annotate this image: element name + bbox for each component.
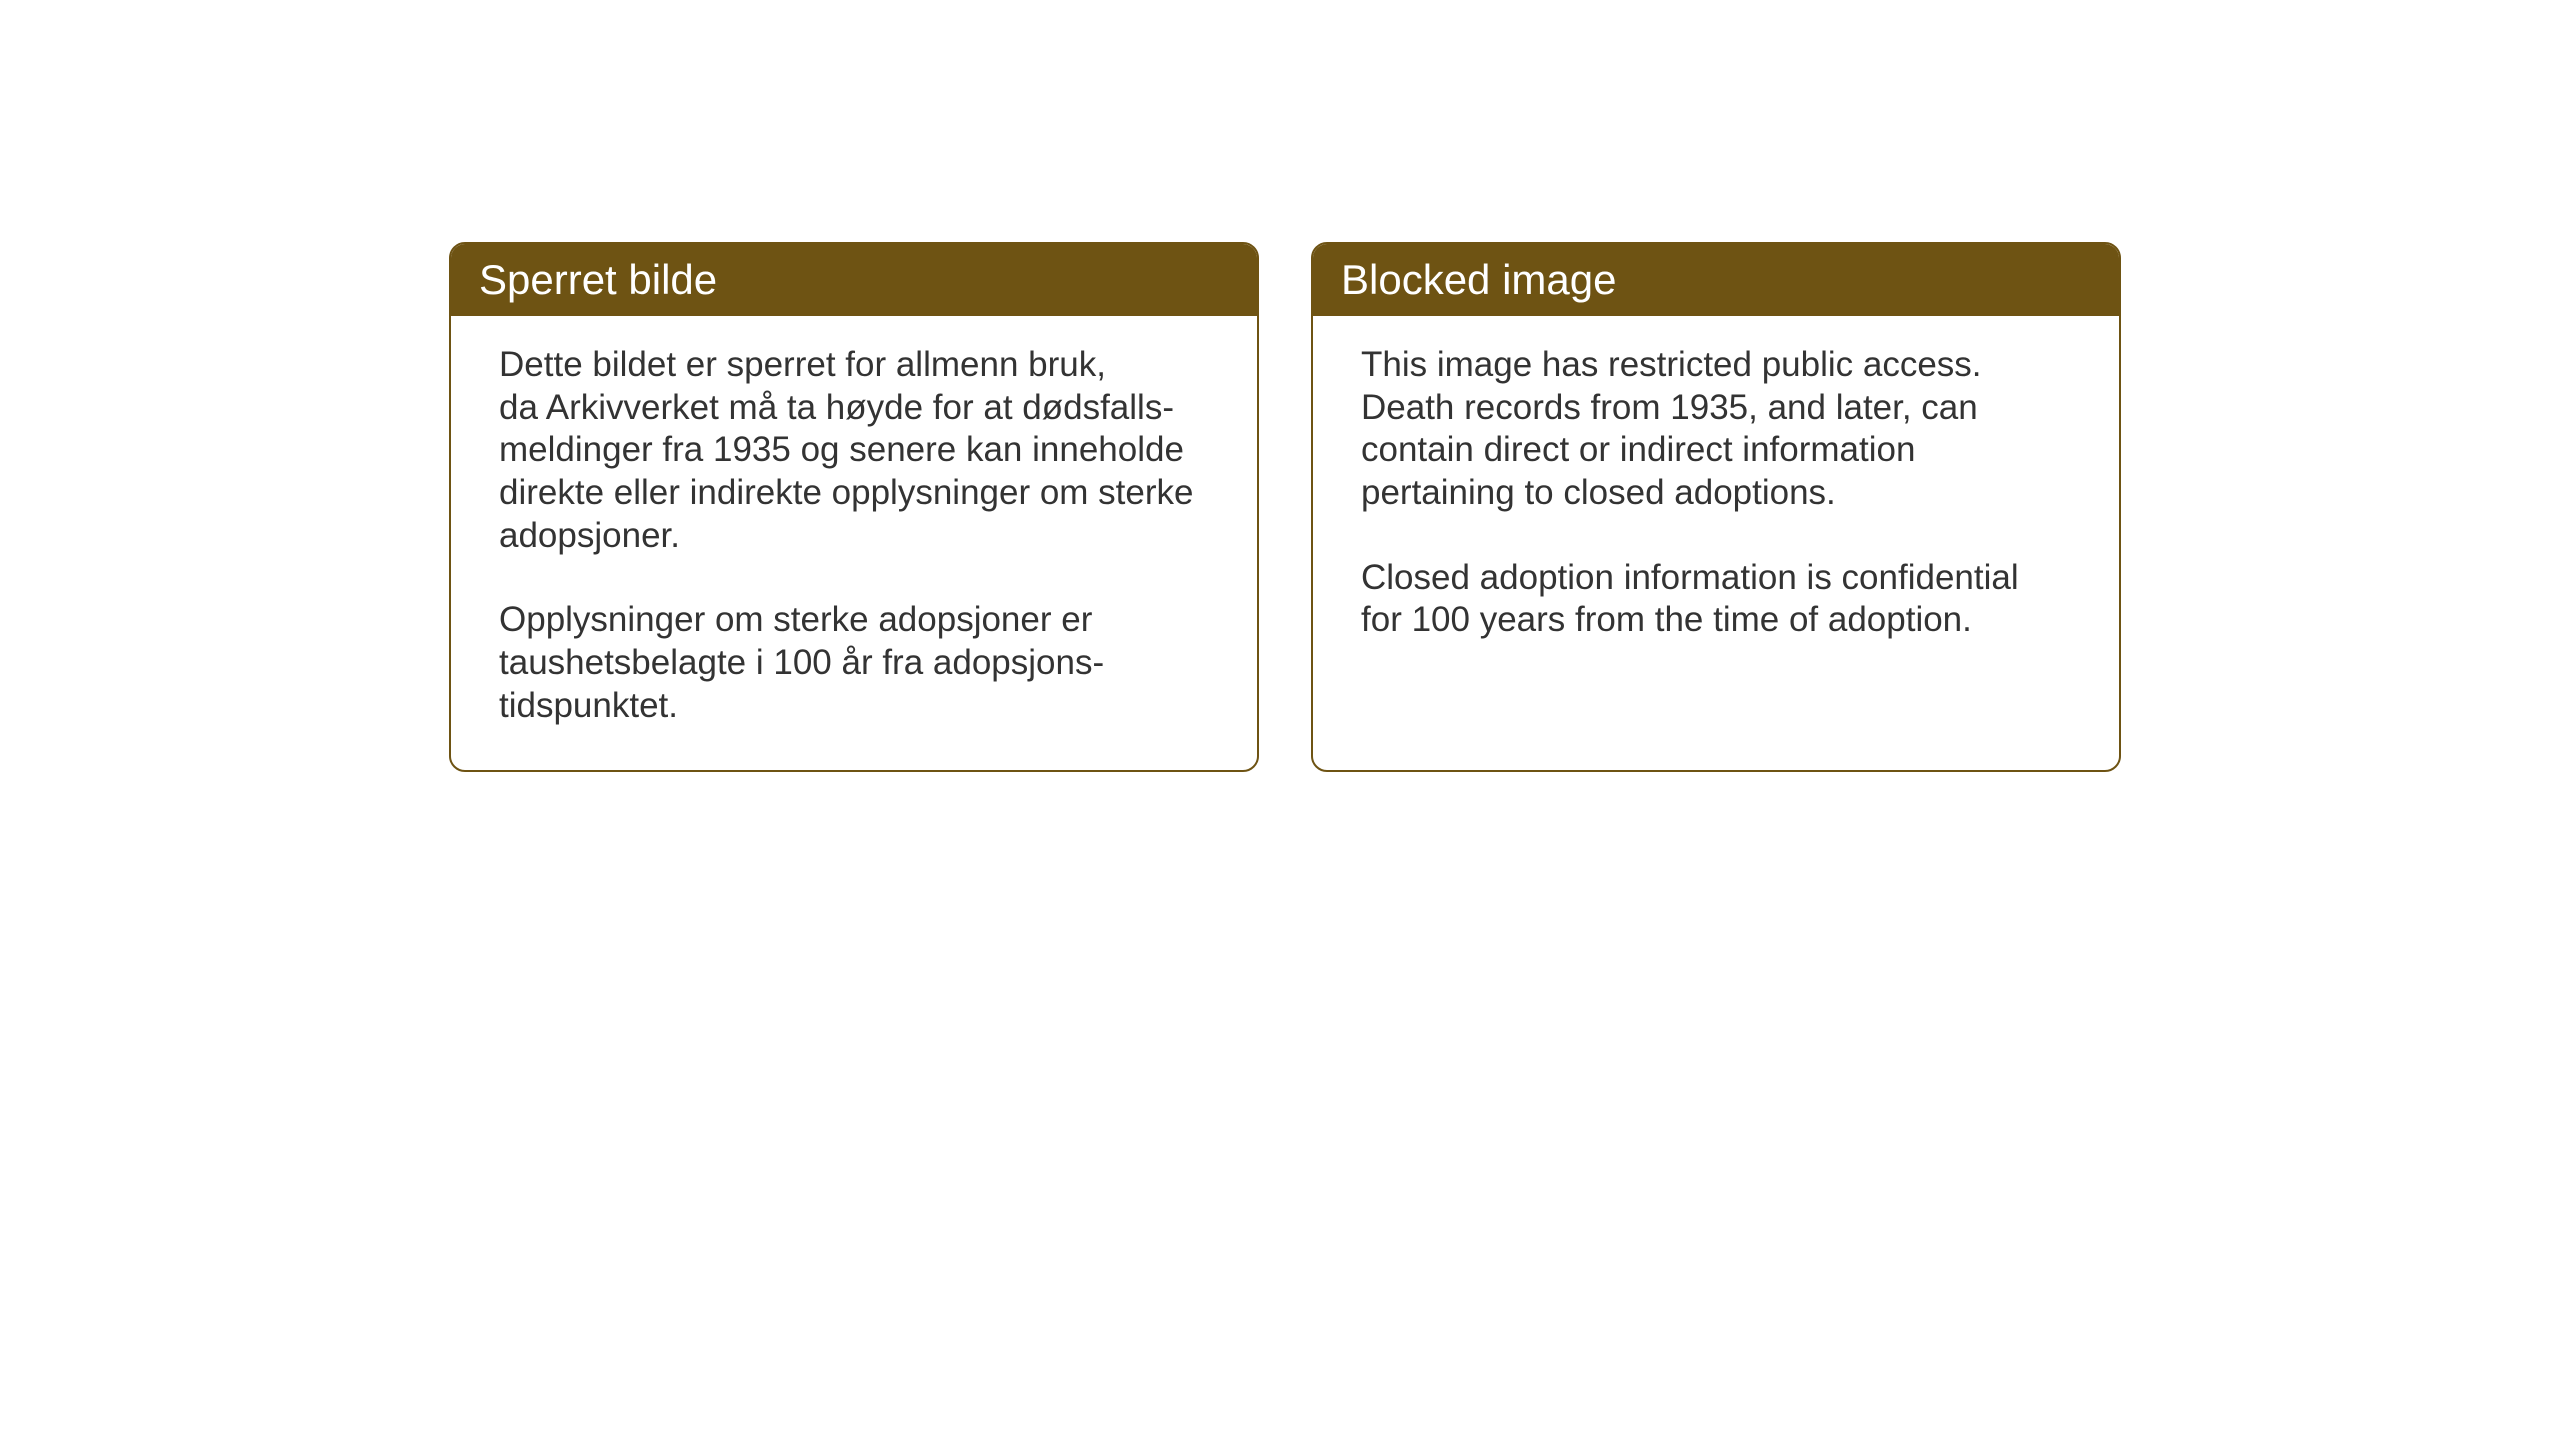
card-paragraph: Opplysninger om sterke adopsjoner ertaus… [499,599,1209,727]
notice-card-norwegian: Sperret bilde Dette bildet er sperret fo… [449,242,1259,772]
card-header-english: Blocked image [1313,244,2119,316]
notice-card-english: Blocked image This image has restricted … [1311,242,2121,772]
card-title: Blocked image [1341,256,1616,303]
notice-cards-container: Sperret bilde Dette bildet er sperret fo… [449,242,2121,772]
card-paragraph: Dette bildet er sperret for allmenn bruk… [499,344,1209,557]
card-body-norwegian: Dette bildet er sperret for allmenn bruk… [451,316,1257,770]
card-header-norwegian: Sperret bilde [451,244,1257,316]
card-paragraph: This image has restricted public access.… [1361,344,2071,515]
card-paragraph: Closed adoption information is confident… [1361,557,2071,642]
card-title: Sperret bilde [479,256,717,303]
card-body-english: This image has restricted public access.… [1313,316,2119,684]
